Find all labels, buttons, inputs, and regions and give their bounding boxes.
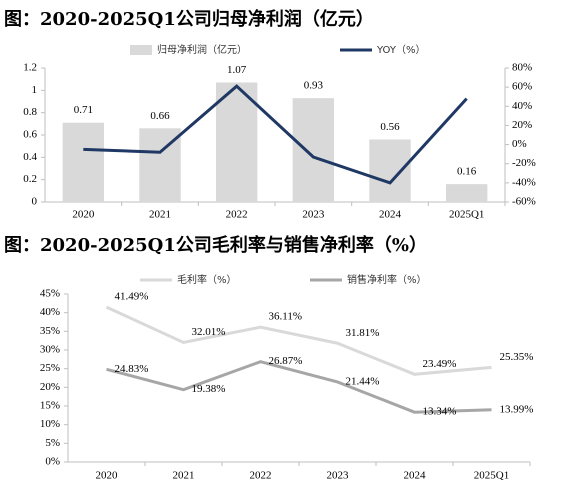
legend-swatch xyxy=(130,45,152,55)
y-tick-label: 1 xyxy=(32,84,38,96)
y-tick-label: 30% xyxy=(40,344,60,356)
y-tick-label: 25% xyxy=(40,362,60,374)
data-label: 25.35% xyxy=(500,351,534,363)
data-label: 0.16 xyxy=(457,166,477,178)
data-label: 31.81% xyxy=(346,327,380,339)
chart-title: 图：2020-2025Q1公司毛利率与销售净利率（%） xyxy=(4,234,427,256)
x-tick-label: 2023 xyxy=(327,470,350,482)
y-tick-label: 35% xyxy=(40,325,60,337)
y-tick-label: 1.2 xyxy=(23,62,37,74)
y-tick-label: 0.2 xyxy=(23,173,37,185)
y-tick-label: 0.4 xyxy=(23,151,37,163)
legend-label: 毛利率（%） xyxy=(177,273,237,286)
y-tick-label: 10% xyxy=(40,418,60,430)
data-label: 1.07 xyxy=(227,64,247,76)
y-tick-label: 5% xyxy=(45,437,60,449)
bar xyxy=(369,139,411,202)
y2-tick-label: 60% xyxy=(512,81,532,93)
data-label: 13.34% xyxy=(423,406,457,418)
line xyxy=(83,84,468,185)
data-label: 0.56 xyxy=(380,121,400,133)
y-tick-label: 0.8 xyxy=(23,106,37,118)
x-tick-label: 2021 xyxy=(173,470,195,482)
legend-label: 归母净利润（亿元） xyxy=(157,43,247,56)
data-label: 24.83% xyxy=(115,363,149,375)
y-tick-label: 45% xyxy=(40,288,60,300)
chart-title: 图：2020-2025Q1公司归母净利润（亿元） xyxy=(4,8,374,30)
x-tick-label: 2022 xyxy=(226,209,248,221)
data-label: 13.99% xyxy=(500,403,534,415)
legend-label: YOY（%） xyxy=(376,44,426,56)
bar xyxy=(292,98,335,202)
bar xyxy=(62,122,105,202)
y2-tick-label: 40% xyxy=(512,100,532,112)
x-tick-label: 2024 xyxy=(379,209,402,221)
y-tick-label: 0.6 xyxy=(23,129,37,141)
y2-tick-label: -20% xyxy=(512,157,536,169)
y-tick-label: 15% xyxy=(40,400,60,412)
bar xyxy=(445,184,488,202)
x-tick-label: 2020 xyxy=(96,470,119,482)
y-tick-label: 40% xyxy=(40,306,60,318)
bar xyxy=(215,82,258,202)
y-tick-label: 20% xyxy=(40,381,60,393)
x-tick-label: 2024 xyxy=(404,470,427,482)
x-tick-label: 2025Q1 xyxy=(449,209,484,221)
data-label: 19.38% xyxy=(192,383,226,395)
y2-tick-label: 0% xyxy=(512,138,527,150)
data-label: 0.66 xyxy=(150,110,170,122)
line xyxy=(105,305,492,376)
x-tick-label: 2025Q1 xyxy=(474,470,509,482)
data-label: 0.93 xyxy=(304,80,324,92)
data-label: 32.01% xyxy=(192,326,226,338)
x-tick-label: 2022 xyxy=(250,470,272,482)
y2-tick-label: -60% xyxy=(512,196,536,208)
legend-label: 销售净利率（%） xyxy=(347,273,427,286)
y2-tick-label: -40% xyxy=(512,176,536,188)
y2-tick-label: 80% xyxy=(512,62,532,74)
x-tick-label: 2021 xyxy=(149,209,171,221)
data-label: 21.44% xyxy=(346,375,380,387)
y-tick-label: 0% xyxy=(45,456,60,468)
x-tick-label: 2023 xyxy=(302,209,325,221)
data-label: 0.71 xyxy=(74,104,93,116)
y-tick-label: 0 xyxy=(32,196,38,208)
data-label: 41.49% xyxy=(115,291,149,303)
data-label: 36.11% xyxy=(269,311,303,323)
data-label: 26.87% xyxy=(269,355,303,367)
y2-tick-label: 20% xyxy=(512,119,532,131)
line xyxy=(106,360,492,414)
x-tick-label: 2020 xyxy=(72,209,95,221)
data-label: 23.49% xyxy=(423,358,457,370)
